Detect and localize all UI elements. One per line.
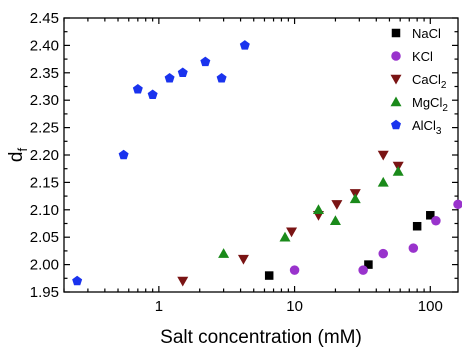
data-point-alcl3 [164,73,175,83]
data-point-nacl [412,221,422,231]
y-axis-title-subscript: f [15,148,30,152]
legend-marker-kcl [391,51,401,61]
data-point-mgcl2 [329,215,341,226]
legend-label-alcl3: AlCl3 [412,118,442,137]
legend-marker-mgcl2 [390,96,402,107]
y-tick-label: 2.35 [30,65,59,82]
data-point-cacl2 [331,200,343,210]
data-points [72,40,462,287]
data-point-cacl2 [377,150,389,161]
y-axis: 1.95 2.00 2.05 2.10 2.15 2.20 2.25 2.30 2.35 2.40… [30,10,458,301]
data-point-mgcl2 [392,165,404,176]
data-point-mgcl2 [349,193,361,204]
y-tick-label: 1.95 [30,284,59,301]
legend-marker-cacl2 [390,74,402,85]
y-tick-label: 2.30 [30,92,59,109]
data-point-kcl [453,199,462,210]
data-point-cacl2 [286,227,298,238]
x-tick-label: 100 [418,298,443,315]
y-axis-title: df [6,148,30,163]
data-point-alcl3 [118,149,129,160]
data-point-kcl [378,248,388,259]
y-tick-label: 2.25 [30,120,59,137]
data-point-nacl [264,271,274,280]
data-point-mgcl2 [218,248,230,258]
data-point-mgcl2 [279,231,291,242]
y-tick-label: 2.10 [30,202,59,219]
y-tick-label: 2.40 [30,37,59,54]
x-tick-label: 1 [155,298,163,315]
legend-label-kcl: KCl [412,49,433,64]
data-point-alcl3 [200,56,211,67]
x-axis: 1 10 100 [63,18,443,315]
y-tick-label: 2.45 [30,10,59,27]
y-axis-title-base: d [6,152,27,163]
data-point-kcl [289,265,300,275]
legend-label-mgcl2: MgCl2 [412,95,448,114]
data-point-alcl3 [239,40,250,50]
data-point-alcl3 [177,67,188,78]
data-point-mgcl2 [377,176,389,187]
legend-label-nacl: NaCl [412,26,441,41]
data-point-kcl [408,243,419,253]
data-point-alcl3 [72,275,83,286]
data-point-kcl [431,216,441,226]
y-tick-label: 2.05 [30,229,59,246]
data-point-cacl2 [237,254,249,265]
data-point-alcl3 [216,73,227,83]
y-tick-label: 2.00 [30,257,59,274]
data-point-cacl2 [177,276,189,287]
legend-marker-alcl3 [391,119,401,130]
data-point-alcl3 [147,89,158,99]
legend-label-cacl2: CaCl2 [412,72,447,91]
legend-marker-nacl [391,28,401,38]
x-tick-label: 10 [286,298,303,315]
x-axis-title: Salt concentration (mM) [160,327,362,348]
y-tick-label: 2.20 [30,147,59,164]
data-point-nacl [364,260,373,269]
data-point-kcl [358,265,368,275]
data-point-alcl3 [132,83,143,94]
y-tick-label: 2.15 [30,174,59,191]
data-point-nacl [426,211,435,220]
legend: NaCl KCl CaCl2 MgCl2 AlCl3 [390,26,448,137]
data-point-mgcl2 [312,204,324,215]
